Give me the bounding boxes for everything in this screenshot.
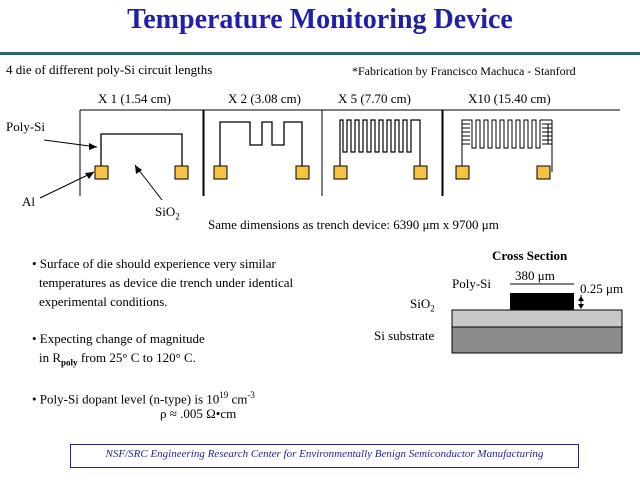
polysi-trace-x2 bbox=[219, 121, 303, 172]
al-pad-x5-right bbox=[413, 165, 428, 180]
die-outline-top bbox=[79, 109, 620, 196]
cross-section-sio2-label: SiO2 bbox=[410, 296, 435, 314]
resistivity-text: ρ ≈ .005 Ω•cm bbox=[160, 406, 237, 421]
al-pad-x10-right bbox=[536, 165, 551, 180]
al-pad-x2-left bbox=[213, 165, 228, 180]
die-label-x10: X10 (15.40 cm) bbox=[468, 91, 551, 106]
footer-text: NSF/SRC Engineering Research Center for … bbox=[105, 448, 544, 460]
bullet-2: • Expecting change of magnitude in Rpoly… bbox=[32, 331, 205, 368]
footer-box bbox=[70, 444, 579, 468]
oxide-layer bbox=[451, 309, 623, 328]
al-pad-x1-right bbox=[174, 165, 189, 180]
polysi-trace-x10 bbox=[461, 119, 553, 172]
al-callout-label: Al bbox=[22, 194, 35, 209]
al-arrow bbox=[39, 171, 95, 199]
polysi-callout-label: Poly-Si bbox=[6, 119, 46, 134]
dimensions-text: Same dimensions as trench device: 6390 μ… bbox=[208, 217, 499, 232]
bullet-3: • Poly-Si dopant level (n-type) is 1019 … bbox=[32, 390, 255, 407]
cross-section-title: Cross Section bbox=[492, 248, 568, 263]
die-label-x1: X 1 (1.54 cm) bbox=[98, 91, 171, 106]
cross-section-thickness-label: 0.25 μm bbox=[580, 281, 624, 296]
intro-text: 4 die of different poly-Si circuit lengt… bbox=[6, 62, 213, 77]
cross-section-substrate-label: Si substrate bbox=[374, 328, 435, 343]
sio2-callout-label: SiO2 bbox=[155, 204, 180, 222]
polysi-trace-x1 bbox=[100, 133, 183, 172]
credit-text: *Fabrication by Francisco Machuca - Stan… bbox=[352, 64, 576, 78]
die-label-x5: X 5 (7.70 cm) bbox=[338, 91, 411, 106]
page-title: Temperature Monitoring Device bbox=[127, 4, 513, 35]
cross-section-polysi-label: Poly-Si bbox=[452, 276, 492, 291]
al-pad-x2-right bbox=[295, 165, 310, 180]
polysi-arrow bbox=[43, 139, 98, 148]
al-pad-x5-left bbox=[333, 165, 348, 180]
al-pad-x1-left bbox=[94, 165, 109, 180]
die-label-x2: X 2 (3.08 cm) bbox=[228, 91, 301, 106]
bullet-1: • Surface of die should experience very … bbox=[32, 256, 294, 309]
polysi-trace-x5 bbox=[339, 119, 421, 172]
cross-section-width-label: 380 μm bbox=[515, 268, 555, 283]
polysi-layer bbox=[510, 293, 574, 310]
substrate-layer bbox=[451, 326, 623, 354]
al-pad-x10-left bbox=[455, 165, 470, 180]
title-rule bbox=[0, 52, 640, 55]
